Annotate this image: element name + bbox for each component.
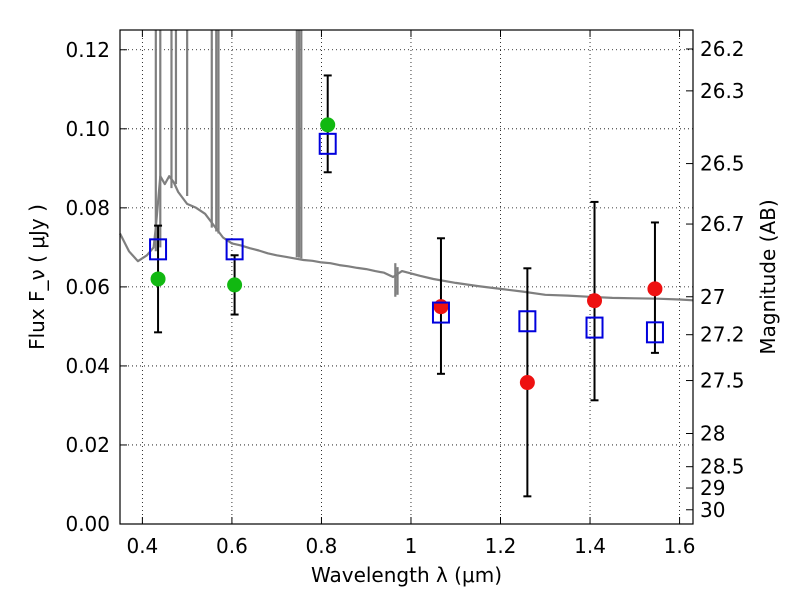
y-tick-label: 0.06	[65, 275, 110, 299]
x-tick-label: 0.6	[216, 534, 248, 558]
data-point	[227, 277, 243, 293]
right-tick-label: 27	[700, 285, 725, 309]
x-axis-label: Wavelength λ (μm)	[311, 563, 502, 587]
data-point	[519, 375, 535, 391]
right-tick-label: 27.2	[700, 323, 745, 347]
x-tick-label: 1.4	[574, 534, 606, 558]
y-axis-label: Flux F_ν ( μJy )	[25, 204, 49, 350]
right-tick-label: 27.5	[700, 369, 745, 393]
data-point	[585, 316, 604, 339]
data-point	[320, 117, 336, 133]
data-point	[645, 321, 664, 344]
right-tick-label: 26.3	[700, 79, 745, 103]
x-tick-label: 0.8	[306, 534, 338, 558]
data-point	[318, 132, 337, 155]
right-tick-label: 30	[700, 498, 725, 522]
model-spectrum-layer	[119, 30, 694, 302]
x-tick-label: 0.4	[126, 534, 158, 558]
data-point	[225, 238, 244, 261]
y-tick-label: 0.10	[65, 117, 110, 141]
right-axis-label: Magnitude (AB)	[756, 199, 780, 354]
data-point	[647, 281, 663, 297]
x-tick-label: 1	[405, 534, 418, 558]
grid-layer	[120, 30, 693, 525]
right-tick-label: 26.5	[700, 152, 745, 176]
data-point	[587, 293, 603, 309]
data-point	[518, 310, 537, 333]
right-tick-label: 26.7	[700, 212, 745, 236]
right-tick-label: 26.2	[700, 37, 745, 61]
x-tick-label: 1.2	[485, 534, 517, 558]
y-tick-label: 0.00	[65, 512, 110, 536]
right-tick-label: 28	[700, 421, 725, 445]
right-tick-label: 29	[700, 476, 725, 500]
y-tick-label: 0.02	[65, 433, 110, 457]
ticks-layer: 0.4 0.6 0.8 1 1.2 1.4 1.6 0.00 0.02 0.04 0.06 0.08 0…	[65, 30, 745, 558]
data-point	[433, 299, 449, 315]
x-tick-label: 1.6	[664, 534, 696, 558]
y-tick-label: 0.08	[65, 196, 110, 220]
right-tick-label: 28.5	[700, 455, 745, 479]
data-point	[150, 271, 166, 287]
y-tick-label: 0.12	[65, 38, 110, 62]
y-tick-label: 0.04	[65, 354, 110, 378]
plot-frame	[119, 29, 694, 525]
data-points-layer	[149, 117, 664, 391]
data-point	[431, 301, 450, 324]
model-spectrum-line	[119, 175, 694, 302]
data-point	[149, 238, 168, 261]
